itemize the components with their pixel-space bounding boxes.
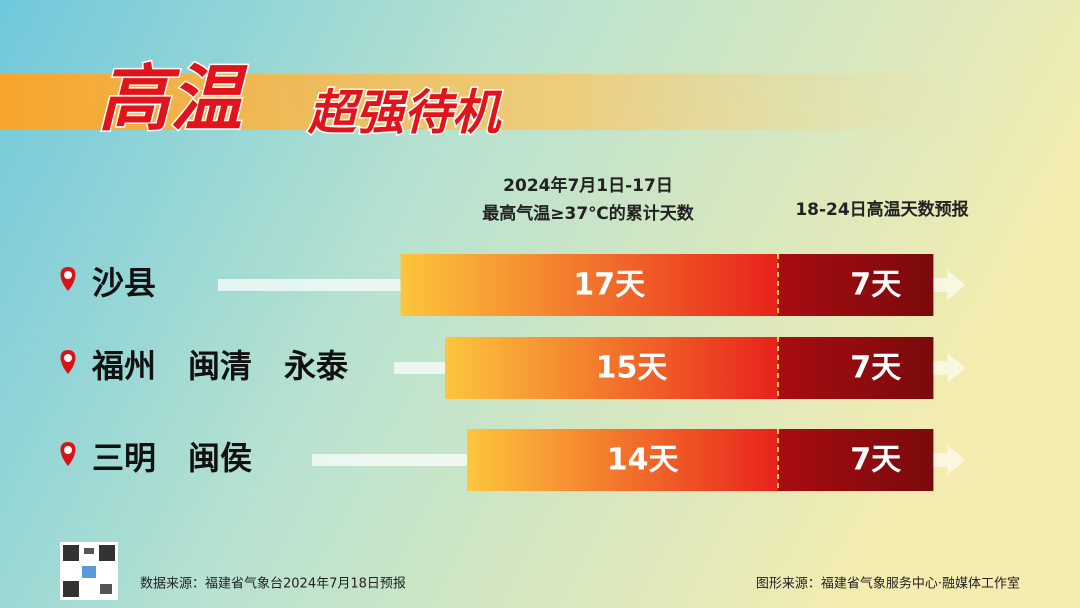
location-pin bbox=[60, 267, 76, 291]
bar bbox=[778, 429, 934, 491]
arrow bbox=[933, 353, 966, 383]
connector-line bbox=[394, 362, 445, 374]
value-label: 7天 bbox=[850, 351, 901, 386]
value-label: 7天 bbox=[850, 268, 901, 303]
arrow bbox=[933, 445, 966, 475]
title-banner bbox=[0, 74, 960, 130]
connector-line bbox=[312, 454, 468, 466]
connector-line bbox=[218, 279, 401, 291]
category-label: 沙县 bbox=[92, 264, 156, 302]
bar bbox=[778, 254, 934, 316]
value-label: 14天 bbox=[607, 443, 679, 478]
arrow bbox=[933, 270, 966, 300]
category-label: 三明 闽侯 bbox=[92, 439, 252, 477]
location-pin bbox=[60, 350, 76, 374]
series-header: 18-24日高温天数预报 bbox=[795, 199, 968, 220]
chart-subtitle: 超强待机 bbox=[307, 85, 503, 141]
category-label: 福州 闽清 永泰 bbox=[91, 347, 349, 385]
value-label: 15天 bbox=[596, 351, 668, 386]
value-label: 17天 bbox=[573, 268, 645, 303]
credit-note: 图形来源：福建省气象服务中心·融媒体工作室 bbox=[756, 576, 1020, 592]
bar bbox=[400, 254, 778, 316]
chart-title: 高温 bbox=[98, 57, 248, 141]
qr-code bbox=[60, 542, 118, 600]
source-note: 数据来源：福建省气象台2024年7月18日预报 bbox=[140, 576, 406, 592]
bar bbox=[467, 429, 778, 491]
series-header: 2024年7月1日-17日 最高气温≥37℃的累计天数 bbox=[482, 176, 694, 224]
bar bbox=[778, 337, 934, 399]
bar bbox=[445, 337, 778, 399]
series-header-text: 2024年7月1日-17日 最高气温≥37℃的累计天数 bbox=[482, 176, 694, 224]
value-label: 7天 bbox=[850, 443, 901, 478]
location-pin bbox=[60, 442, 76, 466]
